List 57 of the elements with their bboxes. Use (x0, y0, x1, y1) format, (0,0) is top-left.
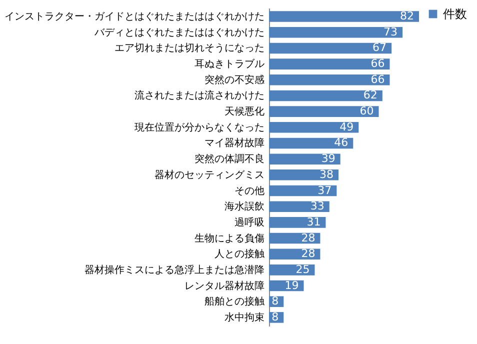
data-label: 28 (301, 231, 316, 244)
y-tick-label: 生物による負傷 (194, 232, 264, 244)
y-tick-label: 海水誤飲 (224, 200, 264, 213)
y-tick-label: 耳ぬきトラブル (194, 58, 264, 70)
bar (269, 138, 354, 149)
data-label: 49 (340, 120, 354, 134)
y-tick-label: バディとはぐれたまたははぐれかけた (94, 27, 264, 38)
bar (269, 90, 382, 102)
data-label: 46 (334, 136, 348, 150)
data-label: 25 (296, 262, 310, 276)
y-tick-label: インストラクター・ガイドとはぐれたまたははぐれかけた (4, 12, 264, 23)
data-label: 67 (372, 41, 387, 54)
data-label: 8 (272, 294, 279, 308)
bar (269, 42, 392, 54)
legend-label: 件数 (443, 7, 467, 21)
data-label: 62 (363, 88, 378, 102)
data-label: 33 (310, 200, 324, 213)
y-tick-label: 器材のセッティングミス (154, 168, 264, 181)
bar (269, 106, 379, 117)
data-label: 66 (370, 72, 385, 86)
bar (269, 248, 320, 260)
y-tick-label: レンタル器材故障 (184, 280, 264, 292)
y-tick-label: 突然の体調不良 (194, 153, 264, 166)
data-label: 73 (384, 25, 398, 38)
bar (269, 11, 419, 22)
data-label: 66 (370, 57, 385, 70)
bar (269, 154, 340, 164)
bar (269, 264, 315, 276)
y-tick-label: 天候悪化 (224, 106, 264, 118)
y-tick-label: 器材操作ミスによる急浮上または急潜降 (84, 264, 264, 276)
y-tick-label: 水中拘束 (224, 311, 264, 324)
data-label: 82 (400, 10, 414, 23)
data-label: 19 (284, 278, 299, 292)
y-tick-label: マイ器材故障 (204, 137, 264, 150)
bar (269, 58, 390, 70)
y-tick-label: その他 (234, 184, 264, 197)
bar (269, 217, 326, 228)
data-label: 38 (320, 168, 334, 181)
data-label: 39 (321, 152, 336, 166)
data-label: 31 (306, 215, 321, 228)
y-tick-label: 過呼吸 (234, 216, 264, 228)
data-label: 8 (272, 310, 279, 324)
data-label: 37 (318, 184, 332, 197)
y-tick-label: エア切れまたは切れそうになった (114, 42, 264, 54)
data-label: 60 (360, 104, 374, 118)
y-tick-label: 船舶との接触 (204, 296, 264, 308)
bar (269, 122, 359, 133)
bar (269, 74, 390, 86)
y-tick-label: 現在位置が分からなくなった (134, 121, 264, 134)
y-tick-label: 流されたまたは流されかけた (134, 90, 264, 102)
bar (269, 170, 339, 180)
bar (269, 27, 403, 38)
bar (269, 185, 337, 196)
y-tick-label: 突然の不安感 (204, 74, 264, 86)
y-tick-label: 人との接触 (214, 248, 264, 260)
data-label: 28 (301, 247, 316, 260)
bar (269, 201, 330, 212)
